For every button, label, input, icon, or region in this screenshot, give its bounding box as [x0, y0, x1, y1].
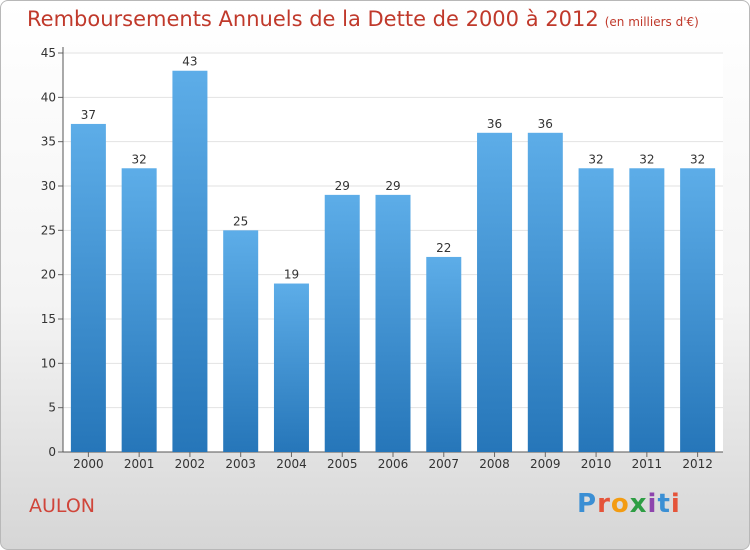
y-tick-label: 35: [41, 135, 56, 149]
bar: [172, 70, 208, 452]
y-tick-label: 45: [41, 46, 56, 60]
bar-value-label: 32: [132, 152, 147, 166]
bar: [375, 194, 411, 452]
bar-value-label: 32: [639, 152, 654, 166]
x-tick-label: 2001: [124, 457, 155, 471]
y-tick-label: 40: [41, 90, 56, 104]
bar-value-label: 32: [690, 152, 705, 166]
bar-value-label: 29: [335, 179, 350, 193]
bar: [273, 283, 309, 452]
y-tick-label: 20: [41, 268, 56, 282]
x-tick-label: 2005: [327, 457, 358, 471]
bar: [527, 132, 563, 453]
y-tick-label: 5: [48, 401, 56, 415]
proxiti-logo: Proxiti: [577, 489, 681, 519]
location-name: AULON: [29, 495, 95, 517]
x-tick-label: 2006: [378, 457, 409, 471]
x-tick-label: 2004: [276, 457, 307, 471]
x-tick-label: 2000: [73, 457, 104, 471]
x-tick-label: 2007: [428, 457, 459, 471]
x-tick-label: 2003: [225, 457, 256, 471]
bar-value-label: 32: [588, 152, 603, 166]
x-tick-label: 2009: [530, 457, 561, 471]
bar-value-label: 43: [182, 55, 197, 69]
bar-value-label: 19: [284, 268, 299, 282]
y-tick-label: 25: [41, 223, 56, 237]
bar: [121, 168, 157, 452]
bar-value-label: 37: [81, 108, 96, 122]
y-tick-label: 0: [48, 445, 56, 459]
bar-value-label: 36: [538, 117, 553, 131]
y-tick-label: 30: [41, 179, 56, 193]
bar: [426, 256, 462, 452]
x-tick-label: 2012: [682, 457, 713, 471]
x-tick-label: 2002: [175, 457, 206, 471]
x-tick-label: 2010: [581, 457, 612, 471]
bar-value-label: 36: [487, 117, 502, 131]
y-tick-label: 15: [41, 312, 56, 326]
x-tick-label: 2011: [632, 457, 663, 471]
bar: [70, 123, 106, 452]
bar: [578, 168, 614, 452]
bar: [477, 132, 513, 453]
chart-title-text: Remboursements Annuels de la Dette de 20…: [27, 7, 599, 31]
chart-title: Remboursements Annuels de la Dette de 20…: [27, 7, 699, 31]
bar-value-label: 25: [233, 214, 248, 228]
bar: [680, 168, 716, 452]
bar: [223, 230, 259, 452]
chart-unit: (en milliers d'€): [604, 15, 699, 29]
bar: [629, 168, 665, 452]
x-tick-label: 2008: [479, 457, 510, 471]
y-tick-label: 10: [41, 356, 56, 370]
bar-value-label: 29: [385, 179, 400, 193]
bar: [324, 194, 360, 452]
bar-value-label: 22: [436, 241, 451, 255]
